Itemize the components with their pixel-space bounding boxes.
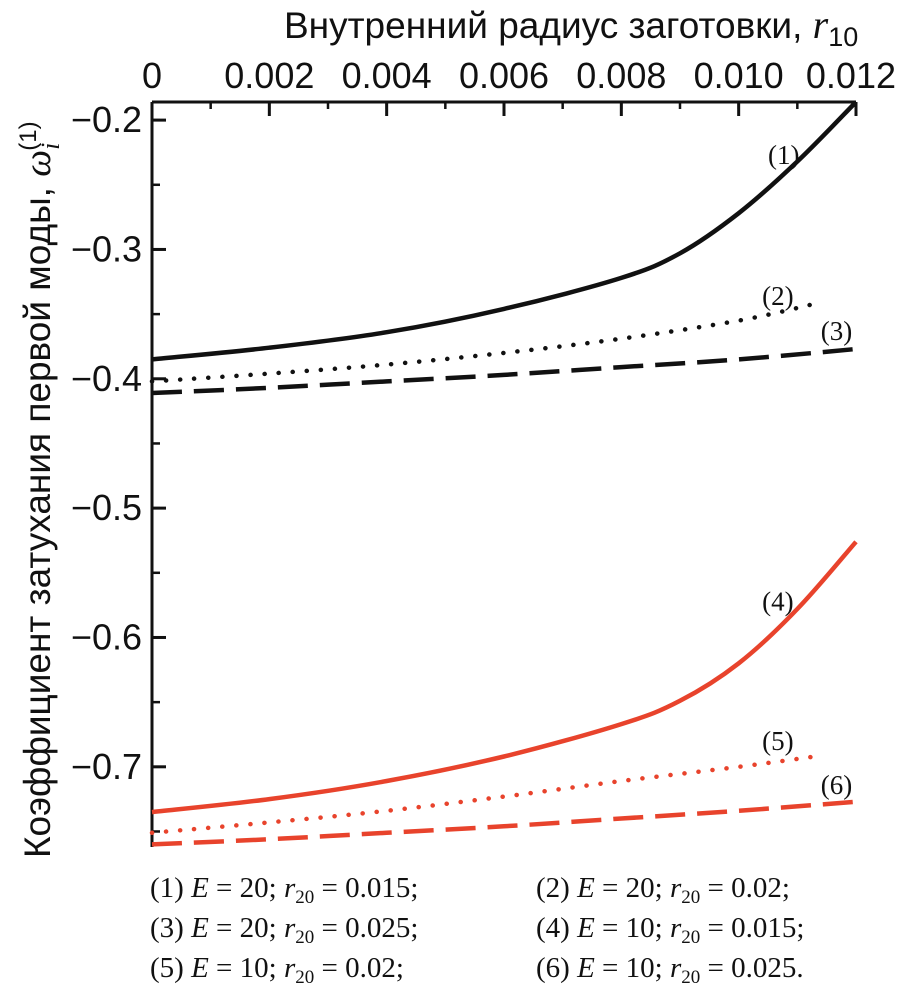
curve-label-6: (6) (821, 770, 852, 800)
legend-item: (4) E = 10; r20 = 0.015; (536, 912, 805, 948)
x-axis-title: Внутренний радиус заготовки, r10 (284, 2, 858, 52)
y-tick-label: −0.5 (71, 487, 142, 528)
legend-item: (3) E = 20; r20 = 0.025; (150, 912, 419, 948)
x-tick-label: 0.012 (806, 55, 896, 96)
series-layer (149, 100, 858, 847)
x-tick-label: 0.008 (576, 55, 666, 96)
y-tick-label: −0.3 (71, 228, 142, 269)
series-line-1 (151, 100, 858, 362)
curve-labels: (1) (2) (3) (4) (5) (6) (762, 140, 852, 800)
curve-label-1: (1) (768, 140, 799, 170)
x-tick-label: 0 (142, 55, 162, 96)
x-axis: 0 0.002 0.004 0.006 0.008 0.010 0.012 (142, 55, 896, 116)
series-line-5 (149, 754, 818, 836)
chart: 0 0.002 0.004 0.006 0.008 0.010 0.012 −0.2 −0.3… (15, 2, 896, 858)
x-tick-label: 0.002 (224, 55, 314, 96)
y-tick-label: −0.7 (71, 746, 142, 787)
curve-label-5: (5) (762, 726, 793, 756)
x-tick-label: 0.010 (694, 55, 784, 96)
y-tick-label: −0.2 (71, 99, 142, 140)
y-tick-label: −0.6 (71, 616, 142, 657)
x-tick-label: 0.004 (342, 55, 432, 96)
x-tick-label: 0.006 (459, 55, 549, 96)
y-axis: −0.2 −0.3 −0.4 −0.5 −0.6 −0.7 (71, 99, 166, 833)
curve-label-3: (3) (821, 316, 852, 346)
series-line-4 (151, 540, 858, 815)
legend-item: (5) E = 10; r20 = 0.02; (150, 952, 404, 988)
curve-label-2: (2) (762, 281, 793, 311)
series-line-2 (149, 301, 818, 384)
legend-item: (1) E = 20; r20 = 0.015; (150, 872, 419, 908)
plot-frame (150, 100, 856, 847)
legend-item: (2) E = 20; r20 = 0.02; (536, 872, 790, 908)
legend-item: (6) E = 10; r20 = 0.025. (536, 952, 804, 988)
y-axis-title: Коэффициент затухания первой моды, ωi(1) (15, 121, 65, 858)
series-line-3 (151, 346, 857, 396)
y-tick-label: −0.4 (71, 358, 142, 399)
series-line-6 (151, 799, 857, 847)
curve-label-4: (4) (762, 586, 793, 616)
